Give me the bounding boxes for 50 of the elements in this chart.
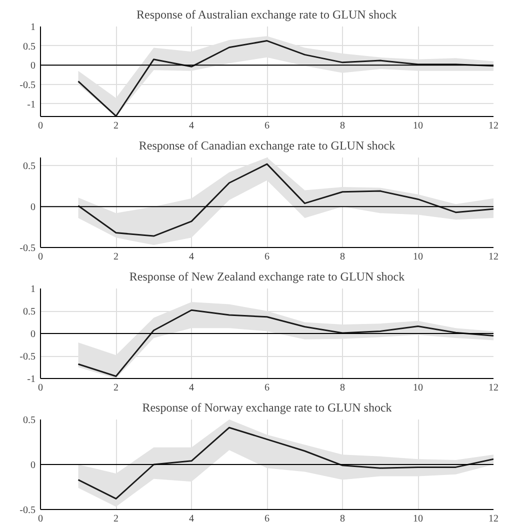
x-tick-label: 2 bbox=[114, 382, 118, 394]
x-tick-label: 10 bbox=[413, 514, 423, 524]
line-series bbox=[78, 426, 494, 500]
x-tick-label: 10 bbox=[413, 252, 423, 262]
x-tick-label: 10 bbox=[413, 120, 423, 132]
x-tick-label: 12 bbox=[488, 514, 498, 524]
y-tick-label: -1 bbox=[27, 99, 36, 110]
x-tick-label: 12 bbox=[488, 120, 498, 132]
x-tick-label: 0 bbox=[38, 382, 43, 394]
x-tick-label: 8 bbox=[340, 252, 345, 262]
x-tick-label: 12 bbox=[488, 252, 498, 262]
x-tick-label: 8 bbox=[340, 382, 345, 394]
x-tick-label: 4 bbox=[189, 120, 194, 132]
y-tick-label: 1 bbox=[30, 22, 36, 33]
x-tick-label: 4 bbox=[189, 382, 194, 394]
x-tick-label: 8 bbox=[340, 514, 345, 524]
x-tick-label: 6 bbox=[264, 252, 270, 262]
y-tick-label: -0.5 bbox=[20, 352, 36, 362]
x-tick-label: 6 bbox=[264, 514, 270, 524]
y-tick-label: 0 bbox=[30, 60, 36, 72]
y-tick-label: 0 bbox=[30, 202, 36, 214]
y-tick-label: 0.5 bbox=[23, 306, 36, 318]
chart-title: Response of Australian exchange rate to GLUN shock bbox=[136, 8, 397, 22]
x-tick-label: 4 bbox=[189, 252, 194, 262]
x-tick-label: 0 bbox=[38, 120, 43, 132]
x-tick-label: 0 bbox=[38, 252, 43, 262]
y-tick-label: 0.5 bbox=[23, 415, 36, 426]
x-tick-label: 12 bbox=[488, 382, 498, 394]
chart-title: Response of Canadian exchange rate to GLUN shock bbox=[138, 138, 396, 152]
line-series bbox=[78, 163, 494, 237]
x-tick-label: 6 bbox=[264, 120, 270, 132]
y-tick-label: -0.5 bbox=[20, 243, 36, 254]
x-tick-label: 2 bbox=[114, 514, 118, 524]
x-tick-label: 2 bbox=[114, 252, 118, 262]
y-tick-label: 0 bbox=[30, 329, 36, 340]
y-tick-label: 0.5 bbox=[23, 161, 36, 172]
x-tick-label: 2 bbox=[114, 120, 118, 132]
chart-title: Response of New Zealand exchange rate to GLUN shock bbox=[129, 270, 405, 284]
chart-title: Response of Norway exchange rate to GLUN shock bbox=[142, 400, 392, 414]
x-tick-label: 4 bbox=[189, 514, 194, 524]
y-tick-label: -0.5 bbox=[20, 80, 36, 91]
x-tick-label: 0 bbox=[38, 514, 43, 524]
x-tick-label: 6 bbox=[264, 382, 270, 394]
y-tick-label: 1 bbox=[30, 284, 36, 295]
y-tick-label: -1 bbox=[27, 374, 36, 385]
y-tick-label: 0 bbox=[30, 460, 36, 471]
y-tick-label: -0.5 bbox=[20, 505, 36, 516]
x-tick-label: 10 bbox=[413, 382, 423, 394]
x-tick-label: 8 bbox=[340, 120, 345, 132]
y-tick-label: 0.5 bbox=[23, 41, 36, 52]
